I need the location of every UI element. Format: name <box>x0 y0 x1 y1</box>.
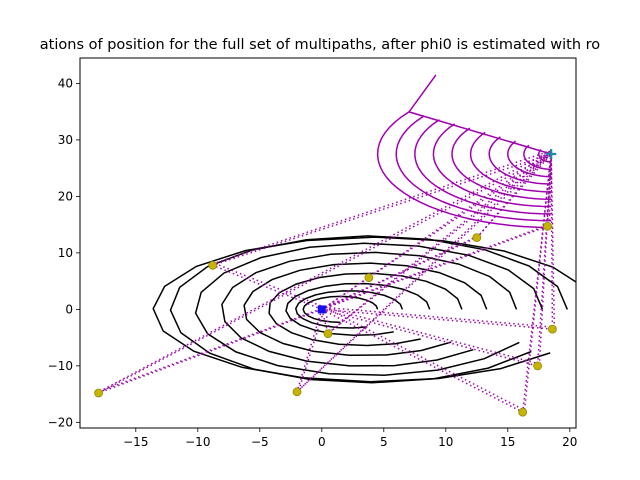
x-tick-label-6: 15 <box>500 435 515 449</box>
x-tick-label-0: −15 <box>123 435 148 449</box>
chart-title: ations of position for the full set of m… <box>40 37 601 53</box>
x-tick-label-1: −10 <box>185 435 210 449</box>
y-tick-label-0: −20 <box>48 415 73 429</box>
x-tick-label-4: 5 <box>380 435 388 449</box>
purple-curve-4 <box>469 131 552 193</box>
reflector-point-8 <box>533 361 542 371</box>
receiver-marker <box>317 305 326 314</box>
multipath-6 <box>321 153 552 311</box>
black-contour-2 <box>285 282 431 337</box>
y-axis-ticks: −20 −10 0 10 20 30 40 <box>48 76 80 429</box>
multipath-alt-1 <box>212 149 552 309</box>
black-contour-7 <box>169 235 568 384</box>
reflector-point-1 <box>208 260 218 270</box>
reflector-point-7 <box>548 324 557 334</box>
black-contour-4 <box>243 262 488 357</box>
x-tick-label-2: −5 <box>251 435 269 449</box>
purple-curve-2 <box>507 140 552 178</box>
x-tick-label-3: 0 <box>318 435 326 449</box>
reflector-point-6 <box>543 221 552 231</box>
reflector-point-0 <box>94 388 103 398</box>
transmitter-marker <box>546 149 557 160</box>
reflectors <box>94 221 557 417</box>
purple-curve-7 <box>414 119 552 215</box>
multipath-alt-4 <box>324 149 552 309</box>
plot-frame <box>79 57 577 429</box>
black-contour-1 <box>294 290 404 329</box>
black-contour-0 <box>302 295 379 324</box>
x-tick-label-7: 20 <box>562 435 577 449</box>
purple-curve-3 <box>488 136 552 185</box>
black-contour-6 <box>194 242 544 376</box>
purple-curve-5 <box>451 127 552 200</box>
reflector-point-3 <box>323 329 333 339</box>
black-contour-8 <box>152 236 576 383</box>
multipath-7 <box>321 153 554 330</box>
multipath-4 <box>321 153 552 311</box>
multipath-alt-5 <box>324 150 552 309</box>
purple-curve-1 <box>523 144 552 171</box>
y-tick-label-6: 40 <box>58 76 73 90</box>
multipath-3 <box>321 153 552 336</box>
black-contours <box>152 235 576 384</box>
reflector-point-5 <box>472 233 482 243</box>
y-tick-label-2: 0 <box>65 302 73 316</box>
markers <box>317 149 557 314</box>
x-tick-label-5: 10 <box>438 435 453 449</box>
y-tick-label-5: 30 <box>58 133 73 147</box>
y-tick-label-3: 10 <box>58 246 73 260</box>
y-tick-label-1: −10 <box>48 359 73 373</box>
purple-curve-6 <box>432 123 552 208</box>
purple-curve-8 <box>395 115 552 222</box>
y-tick-label-4: 20 <box>58 189 73 203</box>
black-contour-5 <box>221 251 518 367</box>
reflector-point-9 <box>518 407 528 417</box>
reflector-point-2 <box>292 387 302 397</box>
reflector-point-4 <box>364 273 374 283</box>
x-axis-ticks: −15 −10 −5 0 5 10 15 20 <box>123 428 577 449</box>
purple-slant-edge <box>407 74 552 155</box>
